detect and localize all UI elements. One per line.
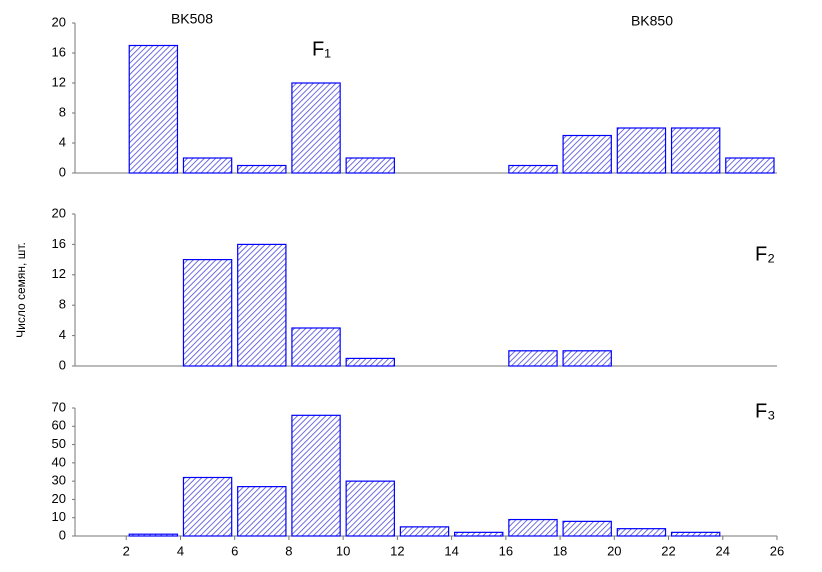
y-tick-label: 60 (52, 418, 66, 433)
x-tick-label: 10 (336, 543, 350, 558)
bar (237, 486, 287, 537)
bar (562, 520, 612, 537)
y-axis-label: Число семян, шт. (14, 242, 28, 338)
bar (182, 259, 233, 367)
bar (345, 357, 395, 367)
y-tick-label: 0 (59, 527, 66, 542)
bar (182, 157, 233, 174)
panel-label: F₂ (755, 243, 775, 265)
y-tick-label: 40 (52, 454, 66, 469)
x-tick-label: 16 (499, 543, 513, 558)
bar (399, 526, 450, 537)
panel-label: F₃ (755, 400, 775, 422)
annotation: BK508 (171, 11, 213, 27)
y-tick-label: 12 (52, 74, 66, 89)
x-tick-label: 2 (123, 543, 130, 558)
bar (725, 157, 775, 174)
bar (237, 164, 287, 174)
y-tick-label: 16 (52, 236, 66, 251)
x-tick-label: 12 (390, 543, 404, 558)
bar (291, 414, 341, 537)
y-tick-label: 4 (59, 327, 66, 342)
y-tick-label: 12 (52, 266, 66, 281)
x-tick-label: 24 (716, 543, 730, 558)
bar (345, 157, 395, 174)
y-tick-label: 0 (59, 164, 66, 179)
bar (345, 480, 395, 537)
x-tick-label: 6 (231, 543, 238, 558)
bar (508, 164, 558, 174)
x-tick-label: 18 (553, 543, 567, 558)
y-tick-label: 8 (59, 297, 66, 312)
y-tick-label: 20 (52, 14, 66, 29)
x-tick-label: 8 (285, 543, 292, 558)
bar (670, 531, 721, 537)
y-tick-label: 50 (52, 436, 66, 451)
x-tick-label: 26 (770, 543, 784, 558)
y-tick-label: 0 (59, 357, 66, 372)
y-tick-label: 30 (52, 473, 66, 488)
x-tick-label: 20 (607, 543, 621, 558)
bar (291, 327, 341, 367)
x-tick-label: 4 (177, 543, 184, 558)
x-tick-label: 22 (661, 543, 675, 558)
annotation: BK850 (631, 13, 673, 29)
y-tick-label: 20 (52, 205, 66, 220)
bar (562, 134, 612, 174)
bar (291, 82, 341, 174)
bar (454, 531, 504, 537)
bar (616, 528, 667, 537)
x-tick-label: 14 (444, 543, 458, 558)
y-tick-label: 16 (52, 44, 66, 59)
panel-label: F₁ (312, 38, 331, 60)
bar (508, 518, 558, 537)
y-tick-label: 10 (52, 509, 66, 524)
bar (182, 476, 233, 537)
bar (508, 350, 558, 367)
y-tick-label: 8 (59, 104, 66, 119)
y-tick-label: 4 (59, 134, 66, 149)
bar (616, 127, 667, 174)
bar (128, 44, 179, 174)
y-tick-label: 70 (52, 399, 66, 414)
bar (562, 350, 612, 367)
y-tick-label: 20 (52, 491, 66, 506)
bar (237, 243, 287, 367)
bar (670, 127, 721, 174)
bar (128, 533, 179, 537)
